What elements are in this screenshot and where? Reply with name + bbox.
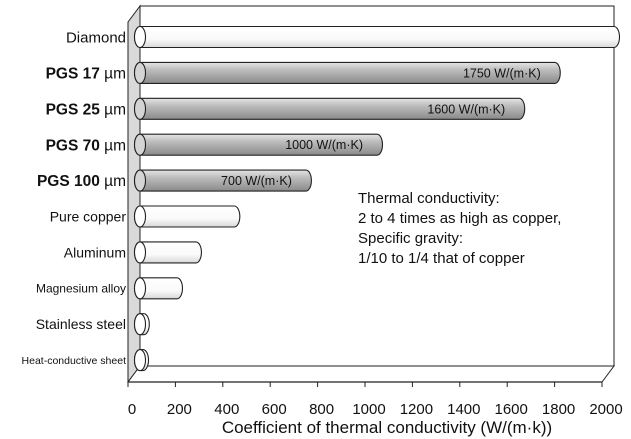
category-label: PGS 70 µm [46, 137, 126, 154]
bar-9 [133, 313, 150, 336]
x-tick-label: 400 [214, 401, 239, 418]
bar-value-label: 1750 W/(m·K) [463, 66, 541, 80]
bar-3 [133, 97, 526, 120]
x-axis-title: Coefficient of thermal conductivity (W/(… [222, 418, 552, 437]
category-label: Aluminum [64, 244, 126, 260]
bar-start-cap [133, 277, 147, 300]
category-label: Diamond [66, 29, 126, 46]
bar-4 [133, 133, 384, 156]
bar-start-cap [133, 169, 147, 192]
bar-1 [133, 25, 621, 49]
bar-value-label: 1600 W/(m·K) [427, 102, 505, 116]
bar-10 [133, 349, 150, 372]
annotation-line: Thermal conductivity: [358, 190, 500, 207]
bar-start-cap [133, 25, 147, 49]
bar-value-label: 1000 W/(m·K) [285, 138, 363, 152]
bar-start-cap [133, 97, 147, 120]
x-tick-label: 200 [167, 401, 192, 418]
bar-6 [133, 205, 241, 228]
bar-8 [133, 277, 183, 300]
bar-start-cap [133, 61, 147, 84]
annotation-line: 1/10 to 1/4 that of copper [358, 250, 525, 267]
bar-start-cap [133, 313, 147, 336]
category-label: Pure copper [50, 209, 127, 225]
bar-value-label: 700 W/(m·K) [221, 174, 292, 188]
bar-body [133, 205, 241, 228]
x-tick-label: 2000 [589, 401, 622, 418]
bar-body [133, 25, 621, 49]
category-label: PGS 100 µm [37, 173, 126, 190]
x-tick-label: 600 [262, 401, 287, 418]
chart-floor [127, 365, 615, 383]
x-tick-label: 1200 [400, 401, 433, 418]
x-tick-label: 800 [309, 401, 334, 418]
bar-7 [133, 241, 202, 264]
category-label: Magnesium alloy [36, 282, 126, 296]
category-label: PGS 25 µm [46, 101, 126, 118]
bar-2 [133, 61, 561, 84]
x-tick-label: 1600 [495, 401, 528, 418]
bar-start-cap [133, 241, 147, 264]
x-tick-label: 1800 [542, 401, 575, 418]
x-tick-label: 1400 [447, 401, 480, 418]
category-label: Heat-conductive sheet [22, 355, 127, 367]
bar-start-cap [133, 349, 147, 372]
category-label: PGS 17 µm [46, 65, 126, 82]
bar-start-cap [133, 205, 147, 228]
bar-start-cap [133, 133, 147, 156]
x-tick-label: 0 [128, 401, 136, 418]
bar-5 [133, 169, 312, 192]
annotation-line: Specific gravity: [358, 230, 463, 247]
category-label: Stainless steel [36, 316, 126, 332]
x-tick-label: 1000 [352, 401, 385, 418]
annotation-line: 2 to 4 times as high as copper, [358, 210, 561, 227]
